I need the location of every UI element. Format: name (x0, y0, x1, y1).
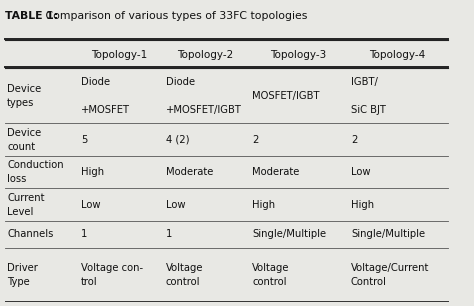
Text: Low: Low (351, 167, 370, 177)
Text: Voltage
control: Voltage control (165, 263, 203, 286)
Text: Diode

+MOSFET/IGBT: Diode +MOSFET/IGBT (165, 77, 242, 115)
Text: High: High (81, 167, 104, 177)
Text: Single/Multiple: Single/Multiple (351, 229, 425, 239)
Text: Conduction
loss: Conduction loss (7, 160, 64, 184)
Text: 2: 2 (351, 135, 357, 144)
Text: MOSFET/IGBT: MOSFET/IGBT (252, 91, 320, 101)
Text: Topology-3: Topology-3 (270, 50, 326, 60)
Text: Low: Low (165, 200, 185, 210)
Text: Comparison of various types of 33FC topologies: Comparison of various types of 33FC topo… (42, 11, 307, 21)
Text: Current
Level: Current Level (7, 192, 45, 217)
Text: Topology-2: Topology-2 (177, 50, 233, 60)
Text: Diode

+MOSFET: Diode +MOSFET (81, 77, 130, 115)
Text: Voltage/Current
Control: Voltage/Current Control (351, 263, 429, 286)
Text: 5: 5 (81, 135, 88, 144)
Text: Voltage con-
trol: Voltage con- trol (81, 263, 143, 286)
Text: Low: Low (81, 200, 100, 210)
Text: IGBT/

SiC BJT: IGBT/ SiC BJT (351, 77, 386, 115)
Text: Moderate: Moderate (165, 167, 213, 177)
Text: Device
count: Device count (7, 128, 41, 151)
Text: 1: 1 (165, 229, 172, 239)
Text: Driver
Type: Driver Type (7, 263, 38, 286)
Text: Channels: Channels (7, 229, 54, 239)
Text: Topology-1: Topology-1 (91, 50, 148, 60)
Text: High: High (351, 200, 374, 210)
Text: High: High (252, 200, 275, 210)
Text: Topology-4: Topology-4 (369, 50, 426, 60)
Text: Moderate: Moderate (252, 167, 300, 177)
Text: Voltage
control: Voltage control (252, 263, 290, 286)
Text: Device
types: Device types (7, 84, 41, 108)
Text: 1: 1 (81, 229, 88, 239)
Text: Single/Multiple: Single/Multiple (252, 229, 327, 239)
Text: 2: 2 (252, 135, 259, 144)
Text: TABLE 1:: TABLE 1: (5, 11, 58, 21)
Text: 4 (2): 4 (2) (165, 135, 189, 144)
